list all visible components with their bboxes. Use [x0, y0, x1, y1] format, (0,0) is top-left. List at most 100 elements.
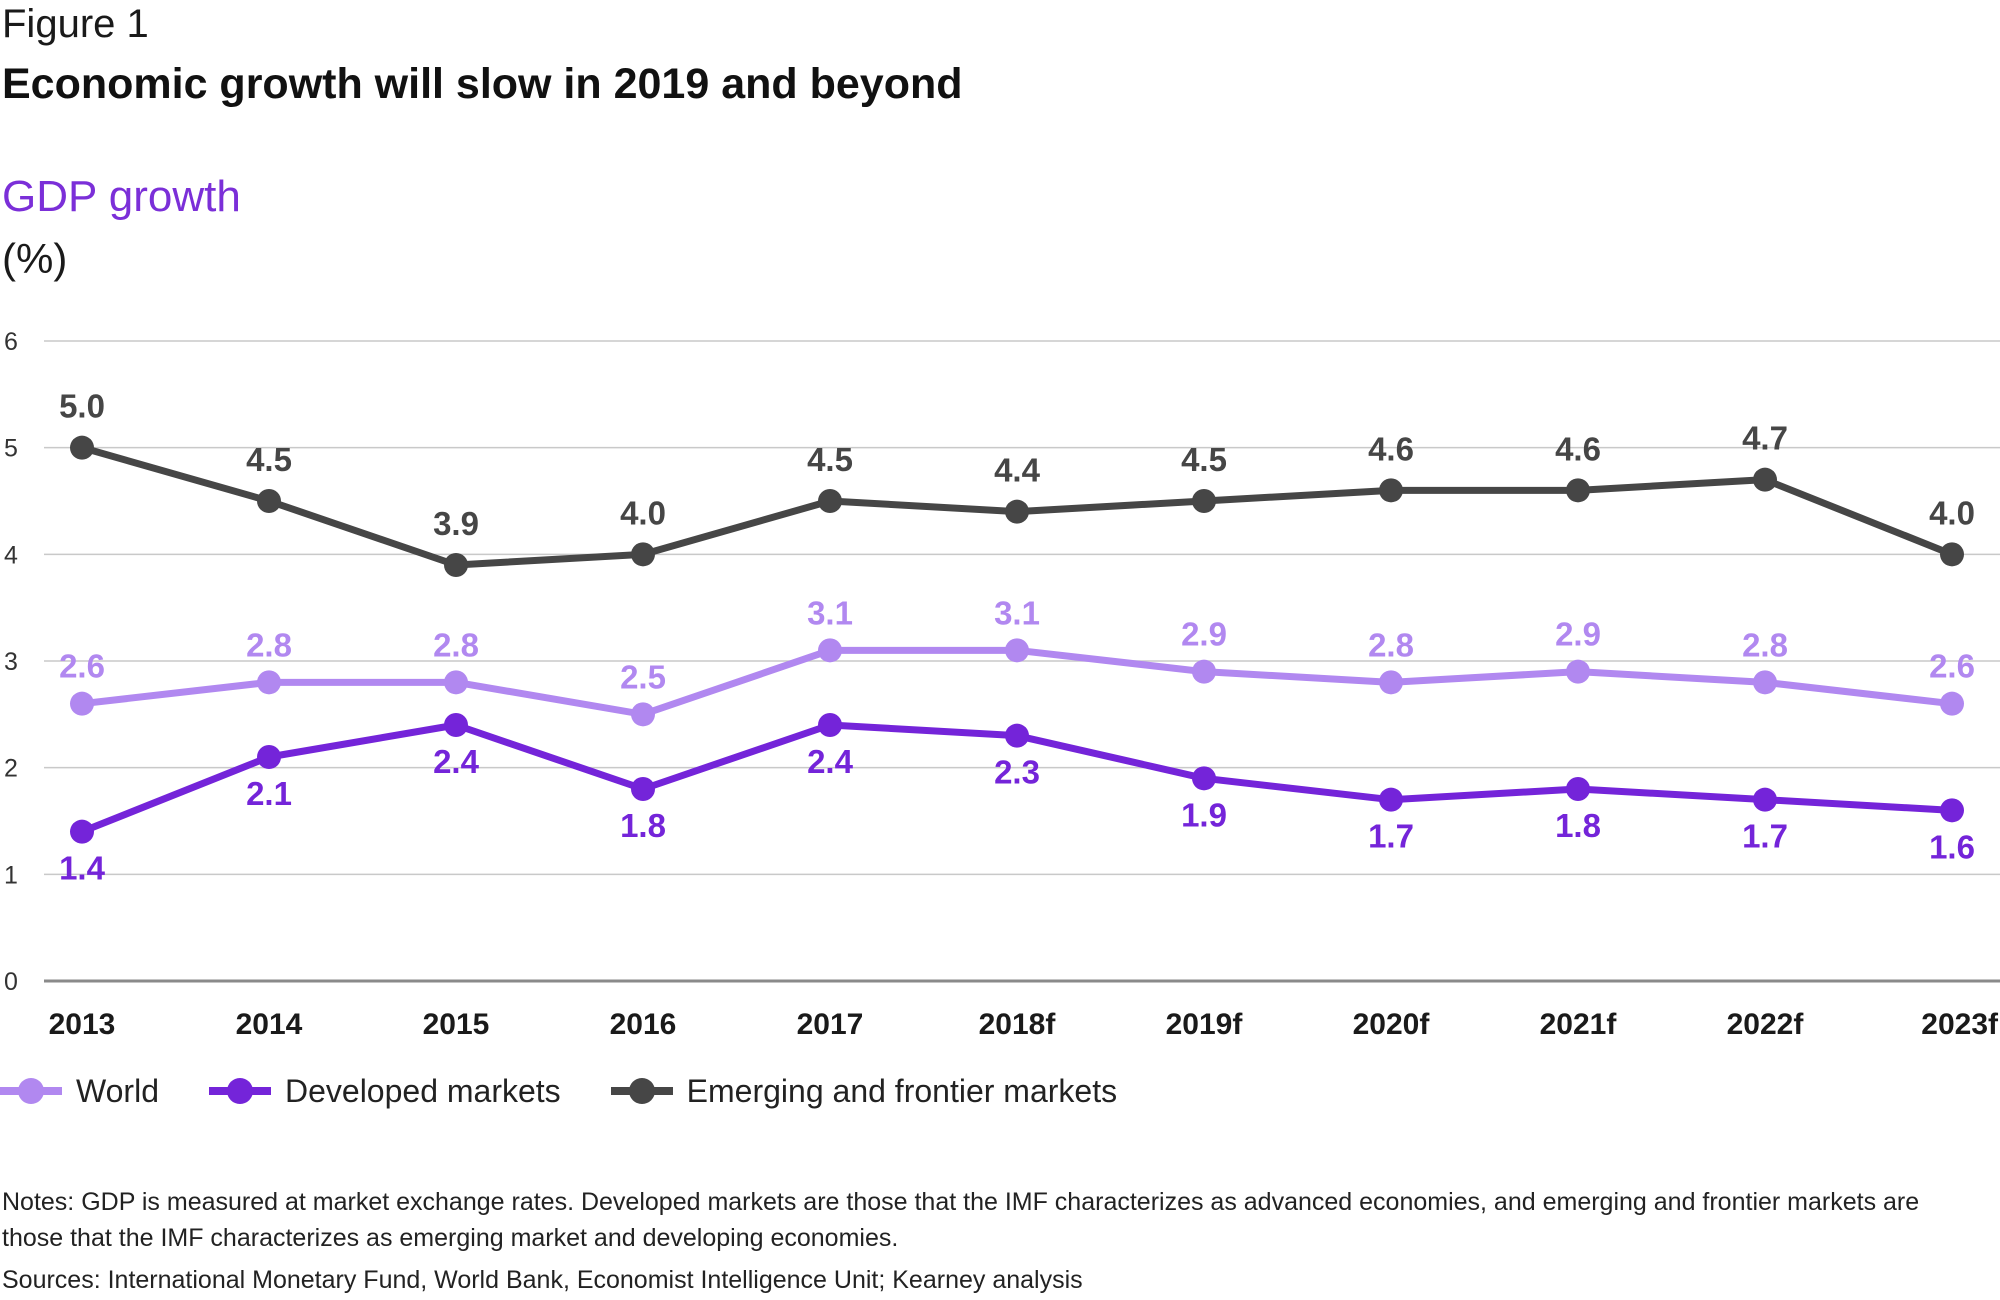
- legend: World Developed markets Emerging and front…: [0, 1068, 1167, 1114]
- data-labels: 2.6 2.8 2.8 2.5 3.1 3.1 2.9 2.8 2.9 2.8 2.6 1.4 2.1 2…: [59, 388, 1975, 887]
- data-label: 1.6: [1929, 828, 1975, 865]
- data-label: 3.1: [807, 594, 853, 631]
- series-world: [70, 638, 1964, 727]
- y-axis-title: GDP growth: [2, 172, 241, 221]
- data-label: 4.5: [807, 441, 853, 478]
- data-point: [444, 670, 468, 695]
- x-tick-label: 2016: [610, 1008, 677, 1041]
- data-point: [70, 691, 94, 716]
- data-label: 4.5: [1181, 441, 1227, 478]
- series-emerging-and-frontier-markets: [70, 435, 1964, 577]
- x-tick-label: 2020f: [1353, 1008, 1431, 1041]
- data-point: [70, 819, 94, 844]
- data-point: [631, 702, 655, 727]
- data-label: 3.1: [994, 594, 1040, 631]
- figure-label: Figure 1: [2, 2, 149, 46]
- x-tick-label: 2021f: [1540, 1008, 1618, 1041]
- y-tick-label: 5: [4, 435, 18, 463]
- data-label: 1.9: [1181, 796, 1227, 833]
- data-point: [1753, 670, 1777, 695]
- data-point: [1192, 659, 1216, 684]
- y-tick-label: 6: [4, 328, 18, 356]
- data-point: [1005, 499, 1029, 524]
- data-label: 2.3: [994, 754, 1040, 791]
- data-label: 4.7: [1742, 420, 1788, 457]
- data-label: 2.1: [246, 775, 292, 812]
- data-point: [1940, 798, 1964, 823]
- x-tick-label: 2017: [797, 1008, 864, 1041]
- y-tick-label: 3: [4, 648, 18, 676]
- data-label: 2.8: [1742, 626, 1788, 663]
- data-point: [1005, 638, 1029, 663]
- x-tick-label: 2022f: [1727, 1008, 1805, 1041]
- line-chart: 0 1 2 3 4 5 6 2013 2014 2015 2016 2017 2018f 2019f 20…: [4, 328, 2000, 1041]
- y-tick-label: 2: [4, 755, 18, 783]
- data-label: 2.9: [1555, 616, 1601, 653]
- data-label: 2.8: [246, 626, 292, 663]
- data-point: [444, 713, 468, 737]
- legend-swatch: [208, 1068, 271, 1114]
- data-point: [1566, 478, 1590, 503]
- data-label: 2.9: [1181, 616, 1227, 653]
- data-point: [1379, 478, 1403, 503]
- data-label: 4.5: [246, 441, 292, 478]
- data-label: 4.0: [620, 494, 666, 531]
- legend-swatch: [610, 1068, 673, 1114]
- data-label: 1.7: [1368, 818, 1414, 855]
- y-axis-unit: (%): [2, 235, 68, 282]
- data-label: 1.8: [620, 807, 666, 844]
- data-point: [1005, 723, 1029, 748]
- legend-label: Emerging and frontier markets: [686, 1072, 1118, 1109]
- sources-text: Sources: International Monetary Fund, Wo…: [2, 1266, 1083, 1294]
- y-tick-label: 4: [4, 541, 18, 569]
- data-point: [444, 553, 468, 577]
- data-label: 2.4: [807, 743, 854, 780]
- x-tick-label: 2019f: [1166, 1008, 1244, 1041]
- legend-item: World: [0, 1068, 159, 1114]
- legend-item: Emerging and frontier markets: [610, 1068, 1118, 1114]
- y-axis-ticks: 0 1 2 3 4 5 6: [4, 328, 18, 996]
- data-point: [818, 713, 842, 737]
- data-point: [818, 489, 842, 513]
- data-point: [1379, 670, 1403, 695]
- legend-item: Developed markets: [208, 1068, 561, 1114]
- data-label: 3.9: [433, 505, 479, 542]
- data-point: [1192, 766, 1216, 791]
- data-label: 5.0: [59, 388, 105, 425]
- data-label: 1.8: [1555, 807, 1601, 844]
- x-tick-label: 2018f: [979, 1008, 1057, 1041]
- data-label: 2.8: [1368, 626, 1414, 663]
- data-label: 4.0: [1929, 494, 1975, 531]
- data-label: 2.6: [1929, 648, 1975, 685]
- data-label: 2.6: [59, 648, 105, 685]
- series-developed-markets: [70, 713, 1964, 844]
- y-tick-label: 1: [4, 861, 18, 889]
- x-tick-label: 2013: [49, 1008, 116, 1041]
- data-point: [1379, 787, 1403, 812]
- data-label: 2.4: [433, 743, 480, 780]
- data-point: [631, 542, 655, 567]
- y-tick-label: 0: [4, 968, 18, 996]
- data-point: [1753, 467, 1777, 492]
- chart-title: Economic growth will slow in 2019 and be…: [2, 60, 963, 108]
- data-point: [70, 435, 94, 460]
- data-point: [631, 777, 655, 801]
- data-point: [1753, 787, 1777, 812]
- data-point: [1566, 659, 1590, 684]
- legend-label: Developed markets: [284, 1072, 561, 1109]
- data-label: 4.4: [994, 452, 1041, 489]
- data-label: 4.6: [1368, 430, 1414, 467]
- data-label: 2.8: [433, 626, 479, 663]
- data-label: 1.4: [59, 850, 106, 887]
- x-tick-label: 2015: [423, 1008, 490, 1041]
- data-label: 1.7: [1742, 818, 1788, 855]
- data-point: [257, 489, 281, 513]
- data-label: 4.6: [1555, 430, 1601, 467]
- x-tick-label: 2023f: [1921, 1008, 1999, 1041]
- data-point: [257, 745, 281, 769]
- data-point: [1940, 542, 1964, 567]
- data-point: [1192, 489, 1216, 513]
- data-point: [1566, 777, 1590, 801]
- x-tick-label: 2014: [236, 1008, 303, 1041]
- notes-text: Notes: GDP is measured at market exchang…: [2, 1188, 1920, 1252]
